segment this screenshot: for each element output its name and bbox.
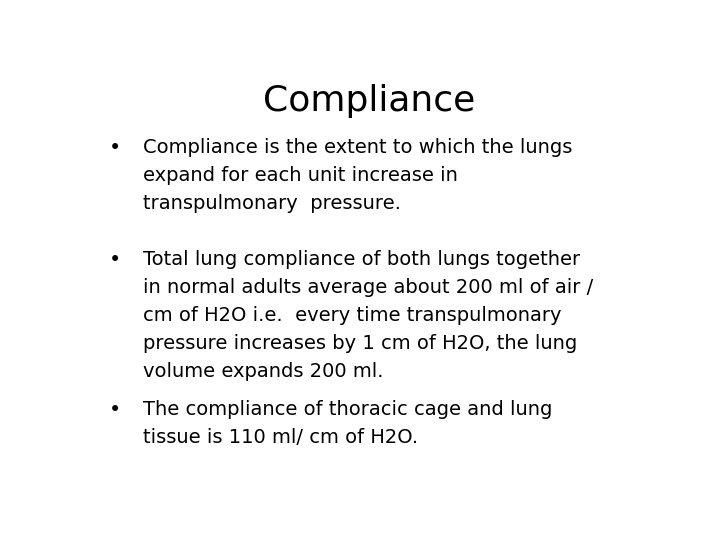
- Text: The compliance of thoracic cage and lung
tissue is 110 ml/ cm of H2O.: The compliance of thoracic cage and lung…: [143, 400, 552, 447]
- Text: •: •: [109, 400, 121, 420]
- Text: •: •: [109, 138, 121, 158]
- Text: Compliance is the extent to which the lungs
expand for each unit increase in
tra: Compliance is the extent to which the lu…: [143, 138, 572, 213]
- Text: Compliance: Compliance: [263, 84, 475, 118]
- Text: Total lung compliance of both lungs together
in normal adults average about 200 : Total lung compliance of both lungs toge…: [143, 250, 593, 381]
- Text: •: •: [109, 250, 121, 270]
